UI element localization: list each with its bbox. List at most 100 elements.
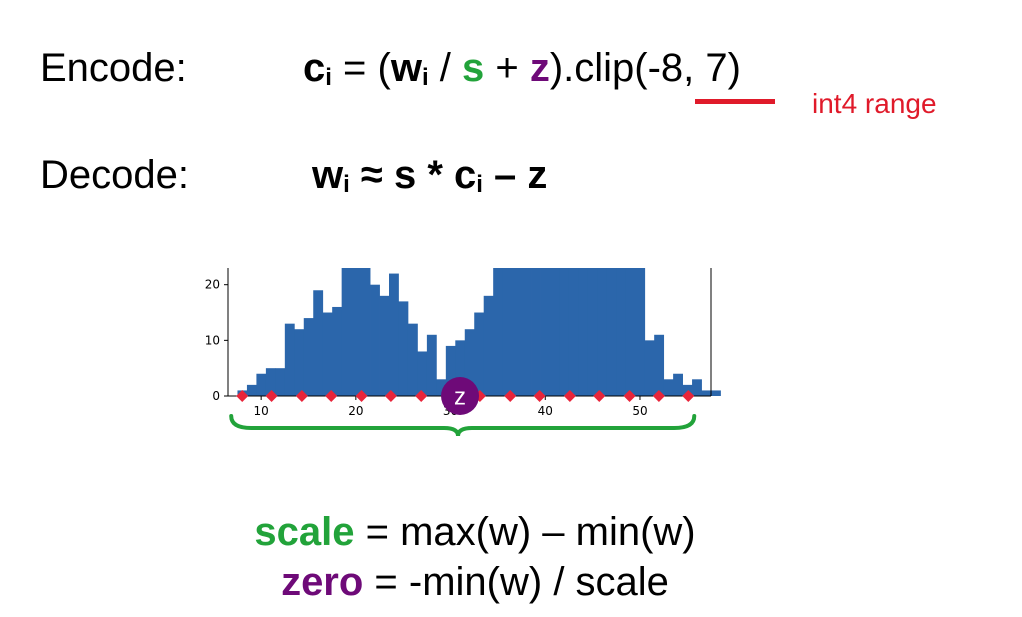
encode-c-subscript: i	[325, 64, 332, 91]
histogram-bar	[398, 301, 409, 396]
decode-mid: ≈ s * c	[349, 153, 477, 197]
histogram-bar	[483, 295, 494, 396]
histogram-bar	[597, 268, 608, 396]
x-tick-label: 40	[538, 404, 553, 418]
quantization-level-marker	[533, 390, 546, 402]
histogram-bar	[407, 323, 418, 396]
quantization-level-marker	[415, 390, 428, 402]
histogram-bar	[294, 329, 305, 396]
zero-point-marker: z	[441, 377, 480, 415]
histogram-bars	[237, 268, 721, 396]
scale-formula: scale = max(w) – min(w)	[0, 510, 950, 555]
histogram-bar	[341, 268, 352, 396]
decode-c-subscript: i	[476, 171, 483, 198]
histogram-bar	[521, 268, 532, 396]
histogram-bar	[322, 312, 333, 396]
histogram-bar	[673, 373, 683, 396]
histogram-bar	[464, 329, 475, 396]
histogram-bar	[455, 340, 466, 396]
y-tick-label: 0	[212, 389, 220, 403]
axis-ticks: 010201020304050	[205, 278, 648, 418]
quantization-level-marker	[652, 390, 665, 402]
encode-equation: ci = (wi / s + z).clip(-8, 7)	[303, 46, 741, 92]
int4-range-note: int4 range	[812, 88, 937, 119]
histogram-bar	[559, 268, 570, 396]
decode-w-symbol: w	[312, 153, 344, 197]
quantization-level-marker	[384, 390, 397, 402]
encode-w-subscript: i	[421, 64, 429, 91]
histogram-bar	[256, 373, 267, 396]
zero-formula: zero = -min(w) / scale	[0, 560, 950, 605]
quantization-level-marker	[593, 390, 606, 402]
quantization-level-marker	[355, 390, 368, 402]
encode-w-symbol: w	[390, 46, 422, 90]
histogram-bar	[616, 268, 627, 396]
encode-plus: +	[484, 46, 530, 90]
histogram-bar	[512, 268, 522, 396]
histogram-bar	[531, 268, 541, 396]
encode-z-symbol: z	[529, 46, 550, 90]
histogram-bar	[436, 379, 447, 396]
histogram-bar	[303, 318, 314, 396]
histogram-bar	[246, 384, 257, 396]
encode-s-symbol: s	[461, 46, 485, 90]
int4-range-underline	[695, 99, 775, 104]
quantization-level-marker	[623, 390, 636, 402]
histogram-bar	[606, 268, 617, 396]
histogram-bar	[635, 268, 646, 396]
y-tick-label: 20	[205, 278, 220, 292]
histogram-bar	[711, 390, 721, 396]
histogram-bar	[701, 390, 712, 396]
y-tick-label: 10	[205, 333, 220, 347]
histogram-bar	[493, 268, 504, 396]
histogram-bar	[284, 323, 295, 396]
quantization-level-marker	[295, 390, 308, 402]
histogram-bar	[692, 379, 702, 396]
scale-word: scale	[254, 510, 355, 554]
histogram-bar	[445, 345, 456, 396]
histogram-bar	[417, 351, 428, 396]
histogram-bar	[502, 268, 513, 396]
x-tick-label: 50	[632, 404, 647, 418]
histogram-bar	[370, 284, 380, 396]
quantization-level-marker	[265, 390, 278, 402]
quantization-level-marker	[682, 390, 695, 402]
histogram-bar	[265, 368, 276, 396]
scale-formula-rest: = max(w) – min(w)	[354, 510, 696, 554]
quantization-level-marker	[325, 390, 338, 402]
histogram-bar	[654, 334, 665, 396]
histogram-bar	[360, 268, 371, 396]
quantization-level-marker	[504, 390, 517, 402]
decode-equation: wi ≈ s * ci – z	[312, 153, 547, 199]
weight-histogram: 010201020304050 z	[205, 268, 721, 437]
histogram-bar	[578, 268, 589, 396]
encode-clip: ).clip(-8, 7)	[549, 46, 741, 90]
encode-slash: /	[428, 46, 462, 90]
histogram-bar	[625, 268, 636, 396]
histogram-bar	[682, 384, 693, 396]
histogram-bar	[351, 268, 361, 396]
scale-range-brace	[229, 414, 697, 437]
decode-tail: – z	[482, 153, 548, 197]
quantization-level-marker	[236, 390, 249, 402]
histogram-bar	[426, 334, 437, 396]
histogram-bar	[389, 273, 399, 396]
histogram-bar	[550, 268, 560, 396]
histogram-bar	[313, 290, 324, 396]
x-tick-label: 20	[348, 404, 363, 418]
x-tick-label: 10	[254, 404, 269, 418]
histogram-bar	[587, 268, 598, 396]
histogram-bar	[275, 368, 286, 396]
quantization-level-marker	[563, 390, 576, 402]
zero-point-label: z	[454, 384, 466, 411]
decode-w-subscript: i	[343, 171, 350, 198]
zero-point-circle	[441, 377, 480, 415]
histogram-bar	[474, 312, 485, 396]
histogram-bar	[379, 295, 390, 396]
histogram-bar	[568, 268, 579, 396]
encode-c-symbol: c	[303, 46, 326, 90]
zero-formula-rest: = -min(w) / scale	[363, 560, 669, 604]
decode-label: Decode:	[40, 153, 189, 197]
histogram-bar	[332, 306, 343, 396]
histogram-bar	[540, 268, 551, 396]
